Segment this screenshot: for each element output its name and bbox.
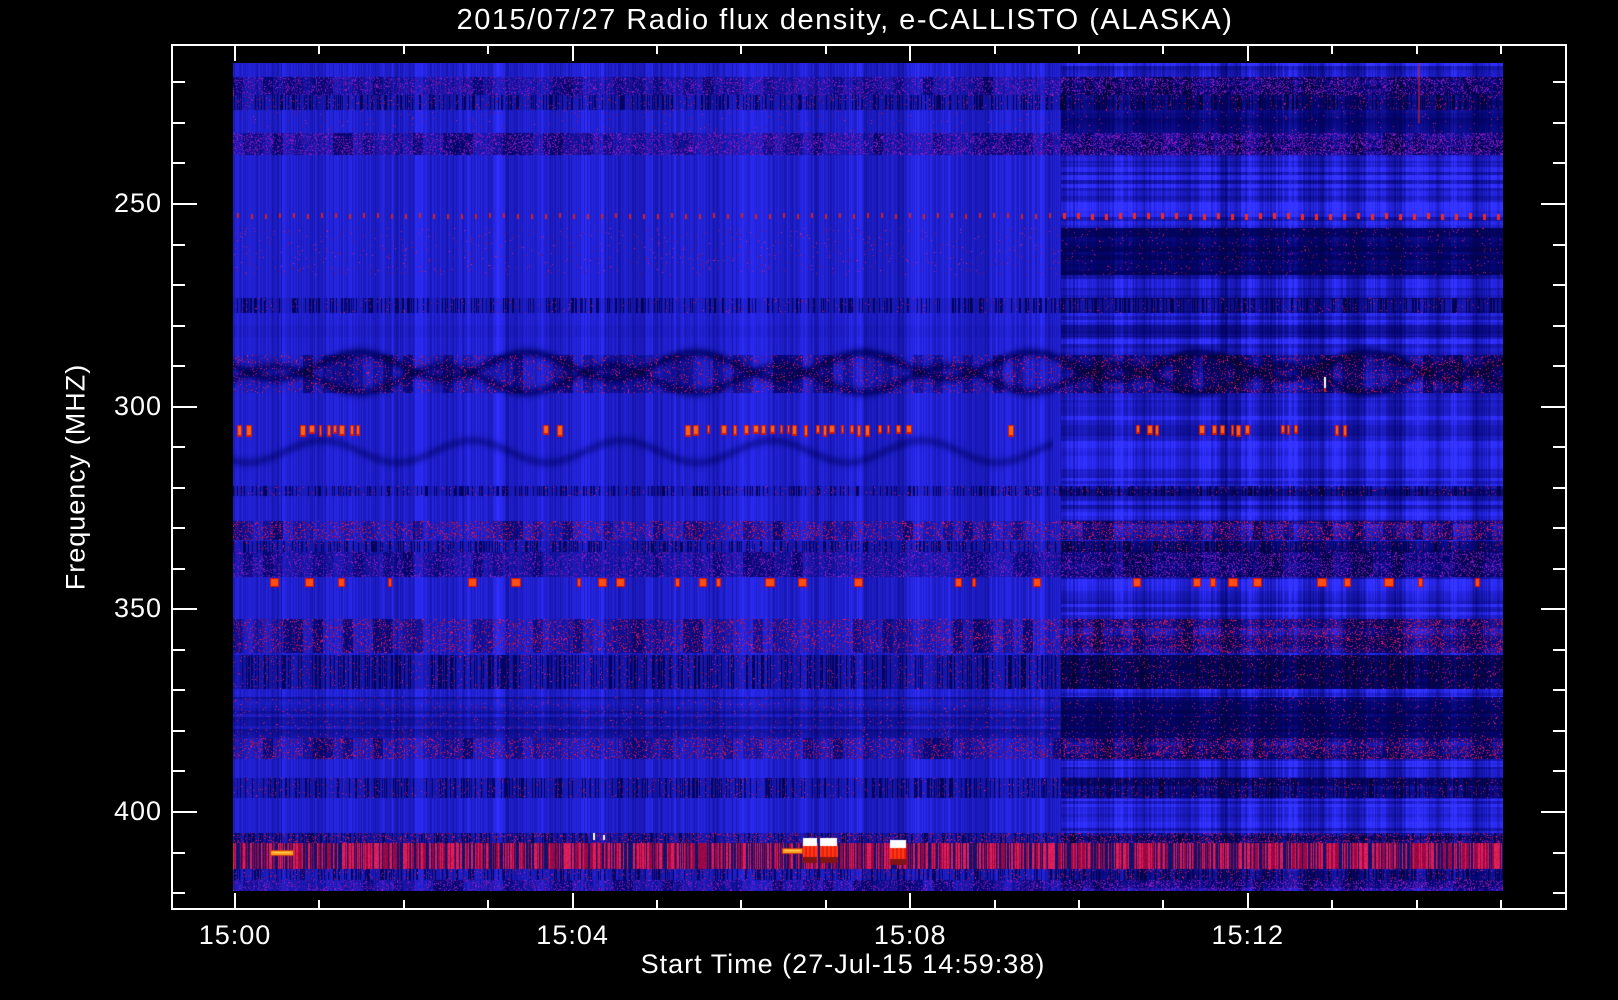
y-tick-label: 250 [113, 188, 162, 218]
y-minor-tick [173, 851, 185, 854]
x-minor-tick [993, 900, 996, 908]
x-minor-tick [1500, 46, 1502, 54]
x-major-tick [571, 46, 574, 61]
x-minor-tick [1331, 900, 1334, 908]
y-minor-tick [173, 162, 185, 165]
x-tick-label: 15:00 [198, 920, 272, 950]
x-major-tick [1246, 893, 1249, 908]
x-major-tick [909, 46, 912, 61]
x-minor-tick [1415, 900, 1418, 908]
y-major-tick [173, 405, 197, 408]
y-minor-tick [173, 567, 185, 570]
y-major-tick [173, 203, 197, 205]
x-minor-tick [318, 900, 321, 908]
x-minor-tick [487, 46, 490, 54]
y-major-tick [173, 608, 197, 611]
y-minor-tick [173, 243, 185, 246]
spectrogram-canvas [233, 63, 1503, 891]
y-minor-tick [1553, 567, 1565, 570]
x-minor-tick [740, 46, 743, 54]
x-minor-tick [824, 900, 827, 908]
y-minor-tick [173, 81, 185, 84]
x-tick-label: 15:04 [536, 920, 609, 950]
chart-title: 2015/07/27 Radio flux density, e-CALLIST… [456, 4, 1234, 36]
y-major-tick [1541, 810, 1565, 813]
x-major-tick [571, 893, 574, 908]
x-major-tick [1246, 46, 1249, 61]
x-major-tick [234, 893, 236, 908]
y-minor-tick [1553, 689, 1565, 692]
y-tick-label: 400 [113, 795, 162, 826]
y-minor-tick [173, 446, 185, 449]
y-minor-tick [173, 486, 185, 489]
x-minor-tick [402, 46, 405, 54]
y-minor-tick [1553, 81, 1565, 84]
y-minor-tick [173, 324, 185, 327]
x-major-tick [909, 893, 912, 908]
y-minor-tick [1553, 162, 1565, 165]
y-minor-tick [1553, 446, 1565, 449]
x-tick-label: 15:08 [873, 920, 947, 950]
y-minor-tick [1553, 486, 1565, 489]
y-minor-tick [173, 527, 185, 530]
x-minor-tick [1331, 46, 1334, 54]
x-minor-tick [824, 46, 827, 54]
y-minor-tick [173, 689, 185, 692]
x-major-tick [234, 46, 236, 61]
y-minor-tick [1553, 892, 1565, 895]
x-minor-tick [1162, 900, 1165, 908]
y-tick-label: 300 [113, 390, 162, 421]
y-major-tick [1541, 405, 1565, 408]
x-minor-tick [656, 46, 658, 54]
y-major-tick [1541, 203, 1565, 205]
y-minor-tick [1553, 770, 1565, 773]
y-minor-tick [173, 365, 185, 368]
x-tick-label: 15:12 [1211, 920, 1285, 950]
x-minor-tick [1078, 46, 1080, 54]
y-minor-tick [1553, 365, 1565, 368]
y-minor-tick [173, 729, 185, 732]
y-minor-tick [1553, 121, 1565, 124]
x-minor-tick [1078, 900, 1080, 908]
x-minor-tick [1415, 46, 1418, 54]
y-minor-tick [173, 284, 185, 287]
y-axis-label: Frequency (MHZ) [60, 363, 91, 591]
y-minor-tick [173, 892, 185, 895]
y-minor-tick [173, 121, 185, 124]
y-minor-tick [173, 648, 185, 651]
x-minor-tick [1500, 900, 1502, 908]
y-minor-tick [1553, 243, 1565, 246]
x-minor-tick [993, 46, 996, 54]
y-minor-tick [1553, 851, 1565, 854]
y-major-tick [173, 810, 197, 813]
y-minor-tick [1553, 527, 1565, 530]
y-minor-tick [1553, 284, 1565, 287]
y-minor-tick [1553, 729, 1565, 732]
x-minor-tick [487, 900, 490, 908]
y-minor-tick [1553, 324, 1565, 327]
y-tick-label: 350 [113, 593, 162, 624]
y-major-tick [1541, 608, 1565, 611]
x-minor-tick [740, 900, 743, 908]
x-minor-tick [1162, 46, 1165, 54]
x-minor-tick [656, 900, 658, 908]
y-minor-tick [173, 770, 185, 773]
x-minor-tick [318, 46, 321, 54]
y-minor-tick [1553, 648, 1565, 651]
x-axis-label: Start Time (27-Jul-15 14:59:38) [640, 949, 1046, 979]
x-minor-tick [402, 900, 405, 908]
